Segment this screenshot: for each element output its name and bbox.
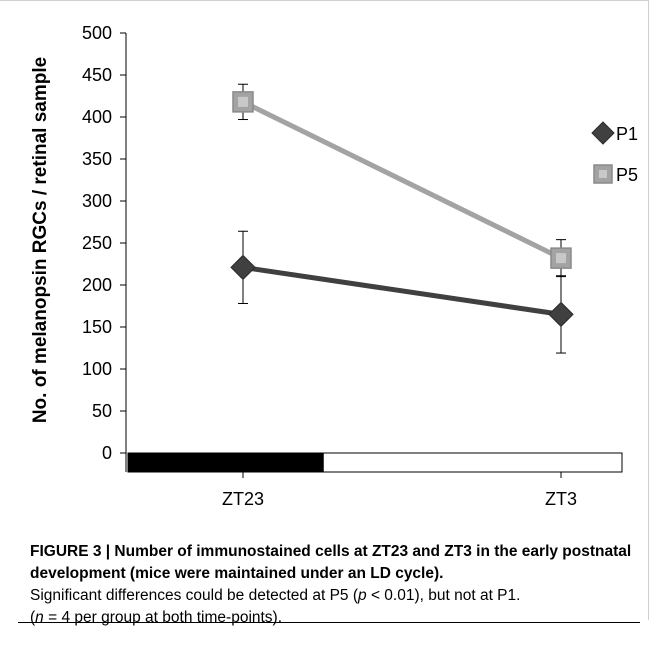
x-tick-label: ZT3 <box>545 489 577 509</box>
melanopsin-chart: No. of melanopsin RGCs / retinal sample … <box>30 23 638 509</box>
y-axis-label: No. of melanopsin RGCs / retinal sample <box>30 57 51 423</box>
figure-caption: FIGURE 3 | Number of immunostained cells… <box>30 541 640 629</box>
y-tick-label: 500 <box>82 23 112 43</box>
legend-marker-inner <box>599 170 607 178</box>
bottom-rule <box>18 622 640 623</box>
series-layer <box>230 83 574 354</box>
y-tick-label: 450 <box>82 65 112 85</box>
data-point-p1 <box>548 301 574 328</box>
y-tick-label: 300 <box>82 191 112 211</box>
y-tick-label: 50 <box>92 401 112 421</box>
legend-label-p1: P1 <box>616 124 638 144</box>
series-line-p1 <box>242 264 562 317</box>
legend-label-p5: P5 <box>616 165 638 185</box>
y-axis: 0 50 100 150 200 250 300 350 400 450 500 <box>82 23 127 472</box>
caption-body-line-2: (n = 4 per group at both time-points). <box>30 609 283 626</box>
data-point-inner-p5 <box>556 253 566 264</box>
legend: P1 P5 <box>591 121 638 185</box>
y-tick-label: 100 <box>82 359 112 379</box>
series-line-p5 <box>241 99 563 261</box>
light-dark-bar <box>127 452 623 473</box>
y-tick-label: 150 <box>82 317 112 337</box>
figure-frame <box>0 0 649 620</box>
y-tick-label: 200 <box>82 275 112 295</box>
y-tick-label: 400 <box>82 107 112 127</box>
y-tick-label: 0 <box>102 443 112 463</box>
caption-body-line-1: Significant differences could be detecte… <box>30 587 521 604</box>
x-tick-label: ZT23 <box>222 489 264 509</box>
legend-marker-p1 <box>591 121 615 145</box>
data-point-inner-p5 <box>238 96 248 107</box>
y-tick-label: 350 <box>82 149 112 169</box>
y-tick-label: 250 <box>82 233 112 253</box>
data-point-p1 <box>230 254 256 281</box>
dark-phase-segment <box>127 452 324 473</box>
caption-title: FIGURE 3 | Number of immunostained cells… <box>30 543 632 582</box>
x-axis: ZT23 ZT3 <box>222 472 577 509</box>
